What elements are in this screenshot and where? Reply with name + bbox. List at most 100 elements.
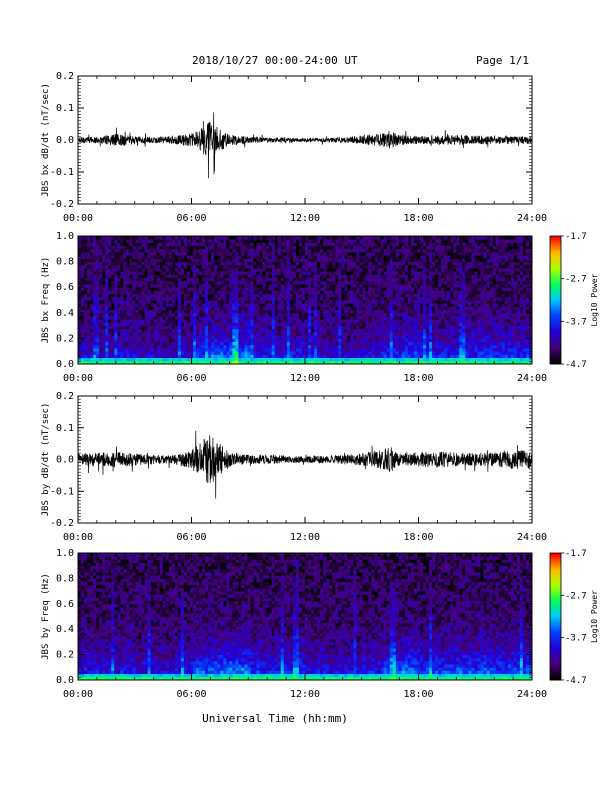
- spectrogram-cell: [314, 280, 318, 285]
- spectrogram-cell: [377, 306, 382, 310]
- spectrogram-cell: [90, 264, 94, 269]
- spectrogram-cell: [90, 341, 94, 346]
- spectrogram-cell: [308, 284, 312, 288]
- spectrogram-cell: [423, 348, 427, 352]
- spectrogram-cell: [226, 300, 230, 304]
- spectrogram-cell: [81, 319, 85, 323]
- spectrogram-cell: [189, 258, 194, 262]
- spectrogram-cell: [93, 255, 97, 259]
- spectrogram-cell: [105, 316, 109, 320]
- spectrogram-cell: [435, 344, 439, 349]
- spectrogram-cell: [180, 325, 185, 330]
- spectrogram-cell: [386, 332, 391, 336]
- spectrogram-cell: [93, 335, 97, 339]
- spectrogram-cell: [78, 332, 82, 336]
- spectrogram-cell: [386, 252, 391, 256]
- spectrogram-cell: [189, 264, 194, 269]
- spectrogram-cell: [186, 268, 191, 272]
- spectrogram-cell: [217, 290, 221, 294]
- spectrogram-cell: [171, 357, 176, 362]
- spectrogram-cell: [398, 287, 403, 291]
- spectrogram-cell: [123, 296, 127, 301]
- spectrogram-cell: [292, 236, 297, 240]
- spectrogram-cell: [250, 312, 254, 317]
- spectrogram-cell: [362, 328, 366, 333]
- spectrogram-cell: [120, 341, 124, 346]
- spectrogram-cell: [268, 328, 273, 333]
- spectrogram-cell: [105, 258, 109, 262]
- spectrogram-cell: [193, 252, 197, 256]
- spectrogram-cell: [247, 255, 251, 259]
- spectrogram-cell: [150, 236, 155, 240]
- spectrogram-cell: [262, 335, 267, 339]
- spectrogram-cell: [202, 271, 206, 275]
- spectrogram-cell: [105, 357, 109, 362]
- spectrogram-cell: [317, 242, 321, 246]
- spectrogram-cell: [247, 245, 251, 250]
- spectrogram-cell: [329, 338, 333, 342]
- spectrogram-cell: [156, 274, 161, 278]
- spectrogram-cell: [114, 335, 118, 339]
- spectrogram-cell: [380, 258, 385, 262]
- spectrogram-cell: [426, 236, 430, 240]
- spectrogram-cell: [199, 335, 203, 339]
- spectrogram-cell: [292, 300, 297, 304]
- spectrogram-cell: [99, 239, 103, 243]
- spectrogram-cell: [123, 357, 127, 362]
- spectrogram-cell: [253, 271, 257, 275]
- spectrogram-cell: [238, 348, 242, 352]
- spectrogram-cell: [150, 274, 155, 278]
- spectrogram-cell: [401, 296, 406, 301]
- spectrogram-cell: [386, 322, 391, 326]
- spectrogram-cell: [407, 309, 412, 314]
- spectrogram-cell: [438, 255, 442, 259]
- spectrogram-cell: [386, 245, 391, 250]
- spectrogram-cell: [193, 277, 197, 282]
- spectrogram-cell: [350, 261, 354, 266]
- spectrogram-cell: [138, 268, 142, 272]
- spectrogram-cell: [87, 309, 91, 314]
- spectrogram-cell: [244, 255, 248, 259]
- spectrogram-cell: [368, 300, 372, 304]
- spectrogram-cell: [259, 274, 264, 278]
- spectrogram-cell: [159, 252, 164, 256]
- spectrogram-cell: [289, 271, 294, 275]
- spectrogram-cell: [268, 277, 273, 282]
- spectrogram-cell: [186, 348, 191, 352]
- spectrogram-cell: [298, 341, 303, 346]
- spectrogram-cell: [153, 236, 158, 240]
- spectrogram-cell: [392, 354, 397, 358]
- spectrogram-cell: [132, 261, 136, 266]
- spectrogram-cell: [420, 328, 424, 333]
- spectrogram-cell: [438, 332, 442, 336]
- spectrogram-cell: [398, 264, 403, 269]
- spectrogram-cell: [232, 322, 236, 326]
- spectrogram-cell: [386, 258, 391, 262]
- spectrogram-cell: [420, 258, 424, 262]
- spectrogram-cell: [298, 332, 303, 336]
- spectrogram-cell: [226, 332, 230, 336]
- spectrogram-cell: [171, 328, 176, 333]
- spectrogram-cell: [271, 255, 276, 259]
- spectrogram-cell: [368, 309, 372, 314]
- spectrogram-cell: [320, 287, 324, 291]
- spectrogram-cell: [265, 357, 270, 362]
- spectrogram-cell: [259, 242, 264, 246]
- spectrogram-cell: [141, 354, 145, 358]
- x-tick-label: 06:00: [176, 213, 206, 224]
- spectrogram-cell: [141, 303, 145, 307]
- spectrogram-cell: [220, 360, 224, 365]
- spectrogram-cell: [165, 344, 170, 349]
- spectrogram-cell: [395, 261, 400, 266]
- spectrogram-cell: [320, 354, 324, 358]
- spectrogram-cell: [420, 261, 424, 266]
- spectrogram-cell: [87, 338, 91, 342]
- spectrogram-cell: [171, 312, 176, 317]
- spectrogram-cell: [401, 341, 406, 346]
- spectrogram-cell: [432, 306, 436, 310]
- spectrogram-cell: [223, 280, 227, 285]
- spectrogram-cell: [217, 277, 221, 282]
- spectrogram-cell: [186, 322, 191, 326]
- spectrogram-cell: [410, 309, 415, 314]
- spectrogram-cell: [298, 325, 303, 330]
